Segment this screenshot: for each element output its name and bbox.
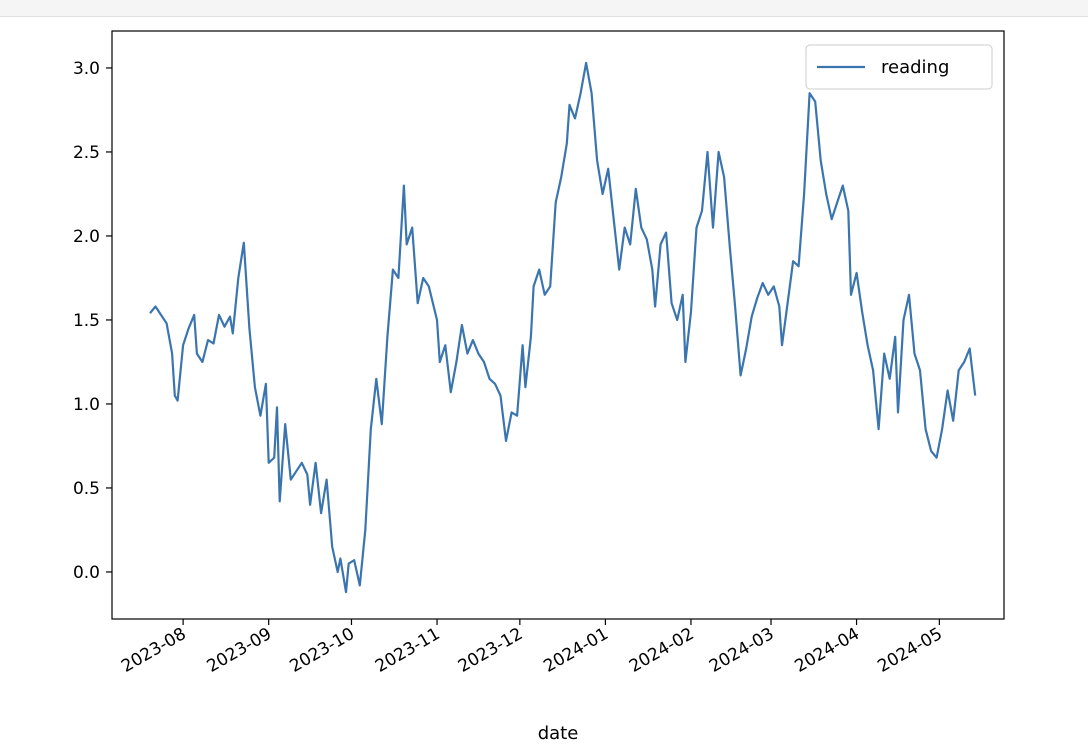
x-tick-label: 2024-04 xyxy=(792,624,864,677)
y-tick-label: 0.0 xyxy=(73,563,100,583)
y-tick-label: 3.0 xyxy=(73,59,100,79)
y-tick-label: 2.5 xyxy=(73,143,100,163)
legend-label-reading: reading xyxy=(881,57,949,78)
x-tick-label: 2023-11 xyxy=(372,624,444,677)
x-tick-label: 2023-09 xyxy=(204,624,276,677)
y-tick-label: 1.0 xyxy=(73,395,100,415)
x-tick-label: 2023-10 xyxy=(286,624,358,677)
x-tick-label: 2023-08 xyxy=(118,624,190,677)
series-line-reading xyxy=(149,61,977,594)
y-tick-label: 1.5 xyxy=(73,311,100,331)
y-tick-label: 0.5 xyxy=(73,479,100,499)
plot-area xyxy=(111,30,1005,620)
x-tick-label: 2024-05 xyxy=(874,624,946,677)
x-axis-title: date xyxy=(538,723,579,744)
y-axis: 0.0 0.5 1.0 1.5 2.0 2.5 3.0 xyxy=(73,59,112,583)
x-tick-label: 2024-02 xyxy=(626,624,698,677)
x-tick-label: 2024-01 xyxy=(540,624,612,677)
legend: reading xyxy=(805,44,993,90)
y-tick-label: 2.0 xyxy=(73,227,100,247)
x-axis: 2023-08 2023-09 2023-10 2023-11 2023-12 2024-… xyxy=(118,619,946,677)
legend-box xyxy=(805,44,993,90)
notebook-output-header xyxy=(0,0,1088,17)
x-tick-label: 2024-03 xyxy=(706,624,778,677)
x-tick-label: 2023-12 xyxy=(455,624,527,677)
